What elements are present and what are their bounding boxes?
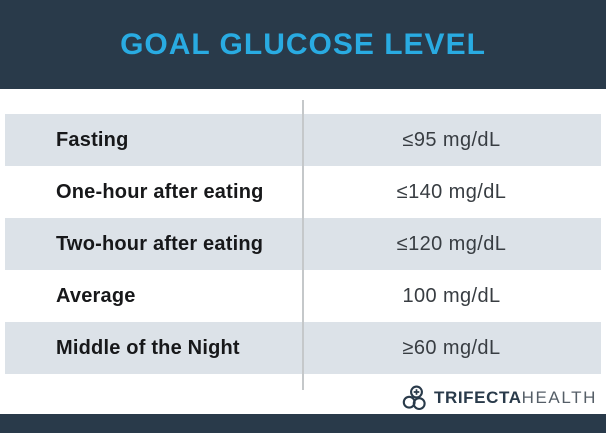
trifecta-three-circles-plus-icon bbox=[402, 385, 426, 411]
page-title: GOAL GLUCOSE LEVEL bbox=[120, 27, 486, 61]
brand-name-health: HEALTH bbox=[521, 387, 597, 407]
row-label: Middle of the Night bbox=[56, 336, 240, 359]
row-value: ≤140 mg/dL bbox=[396, 180, 507, 203]
row-value: 100 mg/dL bbox=[402, 284, 501, 307]
bottom-navy-bar bbox=[0, 414, 606, 433]
row-value: ≤95 mg/dL bbox=[402, 128, 501, 151]
row-value: ≤120 mg/dL bbox=[396, 232, 507, 255]
column-divider-line bbox=[302, 100, 304, 390]
header-band: GOAL GLUCOSE LEVEL bbox=[0, 0, 606, 89]
row-label: One-hour after eating bbox=[56, 180, 264, 203]
row-value: ≥60 mg/dL bbox=[402, 336, 501, 359]
row-label: Two-hour after eating bbox=[56, 232, 264, 255]
row-label: Fasting bbox=[56, 128, 129, 151]
brand-name-trifecta: TRIFECTA bbox=[433, 387, 522, 407]
row-label: Average bbox=[56, 284, 136, 307]
trifecta-health-logo: TRIFECTA HEALTH bbox=[401, 384, 597, 411]
